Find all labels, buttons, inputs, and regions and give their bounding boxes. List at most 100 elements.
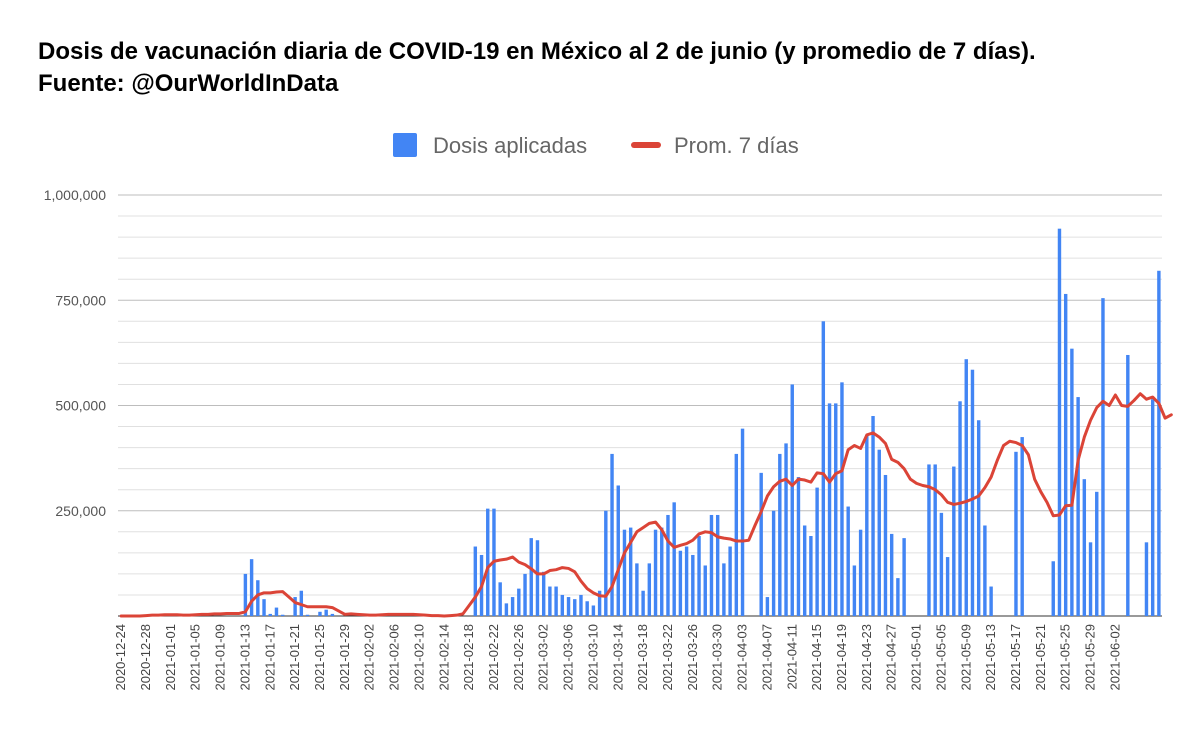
bar [871,416,875,616]
bar [330,613,335,616]
bar [796,477,801,616]
bar [902,538,906,616]
x-tick-label: 2020-12-28 [138,624,153,691]
bar [771,510,776,616]
bar [280,614,285,616]
moving-average-line [119,392,1173,618]
x-tick-label: 2021-01-05 [188,624,203,691]
x-tick-label: 2020-12-24 [113,624,128,691]
chart-title-line-2: Fuente: @OurWorldInData [38,70,339,97]
bar [256,580,260,616]
x-tick-label: 2021-02-22 [486,624,501,691]
bar [660,527,664,616]
bar [1020,437,1024,616]
bar [1051,561,1055,616]
bar [268,613,272,616]
legend: Dosis aplicadas Prom. 7 días [393,133,799,158]
bar [610,453,614,616]
bar [945,557,950,616]
x-tick-label: 2021-03-18 [635,624,650,691]
bar [728,546,732,616]
bar [498,582,502,616]
bar [703,565,707,616]
bar [834,403,838,616]
x-tick-label: 2021-05-29 [1083,624,1098,691]
bar [865,434,869,616]
bar [504,603,509,616]
bar [896,578,900,616]
bar [318,611,322,616]
x-tick-label: 2021-01-13 [237,624,252,691]
x-tick-label: 2021-03-22 [660,624,675,691]
x-tick-label: 2021-04-03 [735,624,750,691]
bar [510,597,515,616]
x-tick-label: 2021-05-25 [1058,624,1073,691]
legend-line-label: Prom. 7 días [674,133,799,158]
bar [604,510,608,616]
bar [809,536,813,616]
x-tick-label: 2021-02-14 [436,624,451,691]
x-tick-label: 2021-03-02 [536,624,551,691]
bar [324,609,328,616]
bar [635,563,639,617]
bar [784,443,788,616]
bar [585,601,589,616]
x-tick-label: 2021-01-21 [287,624,302,691]
bar [1095,491,1099,616]
bar [305,614,310,616]
bar [840,382,844,616]
bar [802,525,807,616]
bar [597,590,602,616]
x-tick-label: 2021-05-17 [1008,624,1023,691]
bar [976,420,981,616]
x-tick-label: 2021-05-05 [933,624,948,691]
bar [983,525,987,616]
bar [293,597,297,616]
bar [958,401,962,616]
bar [672,502,676,616]
x-tick-label: 2021-04-07 [759,624,774,691]
bar [548,586,552,616]
x-tick-label: 2021-02-26 [511,624,526,691]
bar [734,453,739,616]
bar [249,559,254,616]
bar [697,536,701,616]
bar [473,546,478,616]
bar [523,573,527,616]
bar [790,384,794,616]
bar [622,529,627,616]
x-tick-label: 2021-06-02 [1107,624,1122,691]
x-tick-label: 2021-05-21 [1033,624,1048,691]
bar [616,485,620,616]
bar [883,474,888,616]
chart-title: Dosis de vacunación diaria de COVID-19 e… [38,36,1036,100]
bar [628,527,633,616]
y-axis-ticks: 250,000 500,000 750,000 1,000,000 [44,187,107,519]
bar [591,605,596,616]
gridlines [118,194,1162,617]
bar [1150,399,1155,616]
bar [1082,479,1087,616]
bar [1126,354,1130,616]
bar [821,321,826,616]
bar [573,599,577,616]
x-tick-label: 2021-03-26 [685,624,700,691]
bar [1157,270,1161,616]
x-tick-label: 2021-04-11 [784,624,799,690]
bar [647,563,652,617]
y-tick-label: 500,000 [55,398,106,414]
bar [970,369,975,616]
bar [541,571,546,616]
bar [778,453,782,616]
chart-title-line-1: Dosis de vacunación diaria de COVID-19 e… [38,38,1036,65]
bar [964,359,968,616]
y-tick-label: 1,000,000 [44,187,106,203]
bar [1057,228,1062,616]
bar [858,529,863,616]
bar [529,538,533,616]
bar [889,533,894,616]
bar [759,472,763,616]
bar [827,403,832,616]
bar [1063,293,1068,616]
